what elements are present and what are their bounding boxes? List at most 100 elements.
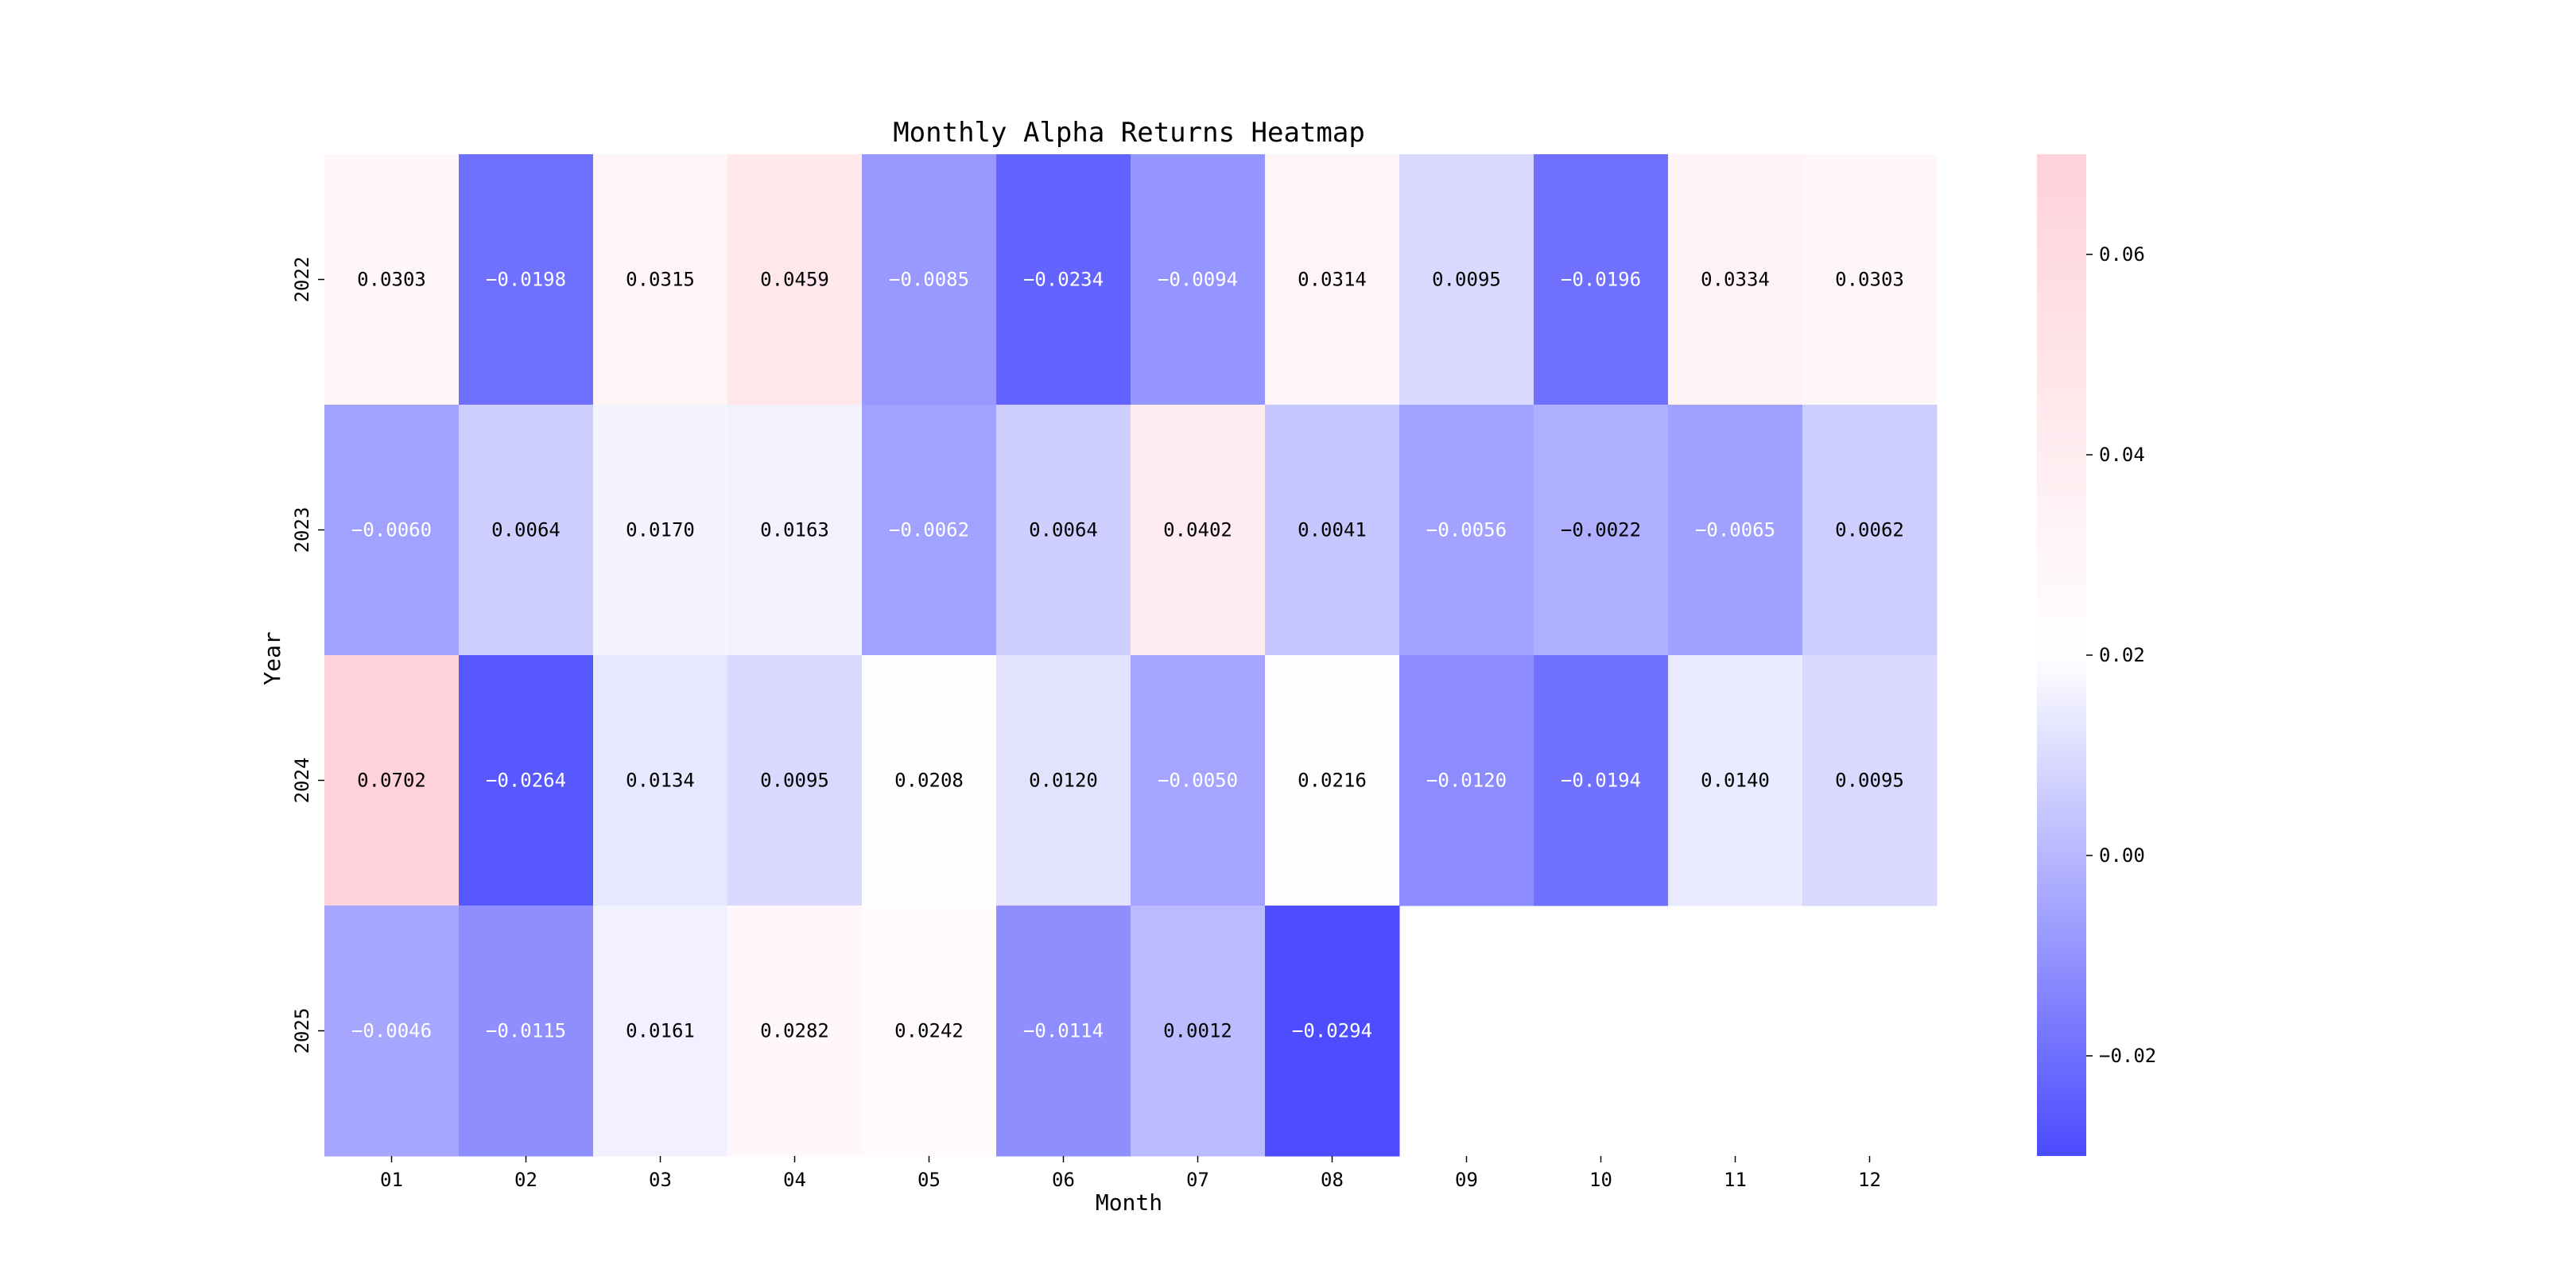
heatmap-cell-2025-06	[996, 906, 1131, 1157]
cell-value-label: −0.0022	[1561, 519, 1641, 541]
heatmap-cell-2023-01	[324, 405, 460, 656]
heatmap-cell-2024-09	[1399, 655, 1534, 906]
heatmap-cell-2023-10	[1534, 405, 1669, 656]
heatmap-cell-2022-03	[593, 154, 728, 405]
heatmap-cell-2022-05	[862, 154, 997, 405]
colorbar-tick-label: 0.04	[2099, 444, 2145, 466]
y-tick-label: 2024	[291, 758, 313, 804]
heatmap-cell-2024-07	[1131, 655, 1266, 906]
cell-value-label: 0.0170	[626, 519, 695, 541]
cell-value-label: −0.0065	[1695, 519, 1775, 541]
heatmap-cell-2022-04	[727, 154, 863, 405]
colorbar-ticks: −0.02 0.00 0.02 0.04 0.06	[2086, 243, 2156, 1067]
heatmap-cell-2022-07	[1131, 154, 1266, 405]
x-tick-label: 05	[918, 1169, 941, 1191]
heatmap-cell-2024-04	[727, 655, 863, 906]
x-tick-label: 06	[1052, 1169, 1075, 1191]
heatmap-cell-2023-02	[459, 405, 594, 656]
x-tick-label: 08	[1321, 1169, 1344, 1191]
heatmap-cell-2024-06	[996, 655, 1131, 906]
heatmap-cell-2023-06	[996, 405, 1131, 656]
cell-value-label: 0.0402	[1163, 519, 1232, 541]
cell-value-label: 0.0120	[1029, 770, 1098, 792]
heatmap-cell-2022-12	[1802, 154, 1938, 405]
cell-value-label: 0.0064	[491, 519, 561, 541]
x-tick-label: 12	[1858, 1169, 1881, 1191]
colorbar-tick-label: 0.02	[2099, 644, 2145, 666]
heatmap-cell-2024-02	[459, 655, 594, 906]
heatmap-cell-2024-01	[324, 655, 460, 906]
heatmap-cell-2025-04	[727, 906, 863, 1157]
cell-value-label: 0.0459	[760, 269, 829, 291]
x-tick-label: 01	[380, 1169, 403, 1191]
cell-value-label: −0.0085	[889, 269, 969, 291]
cell-value-label: −0.0062	[889, 519, 969, 541]
heatmap-cell-2022-01	[324, 154, 460, 405]
cell-value-label: −0.0115	[486, 1020, 566, 1042]
x-tick-label: 11	[1724, 1169, 1747, 1191]
heatmap-cell-2025-02	[459, 906, 594, 1157]
heatmap-cell-2022-10	[1534, 154, 1669, 405]
heatmap-cell-2023-03	[593, 405, 728, 656]
x-tick-label: 02	[514, 1169, 537, 1191]
heatmap-cell-2025-01	[324, 906, 460, 1157]
cell-value-label: 0.0062	[1835, 519, 1904, 541]
heatmap-cell-2025-05	[862, 906, 997, 1157]
cell-value-label: −0.0196	[1561, 269, 1641, 291]
heatmap-cell-2023-12	[1802, 405, 1938, 656]
y-tick-label: 2022	[291, 257, 313, 303]
heatmap-cell-2025-03	[593, 906, 728, 1157]
cell-value-label: −0.0294	[1292, 1020, 1372, 1042]
cell-value-label: −0.0050	[1158, 770, 1238, 792]
cell-value-label: −0.0234	[1023, 269, 1104, 291]
cell-value-label: 0.0315	[626, 269, 695, 291]
heatmap-cell-2024-11	[1668, 655, 1803, 906]
heatmap-cell-2022-09	[1399, 154, 1534, 405]
heatmap-cell-2023-09	[1399, 405, 1534, 656]
colorbar-tick-label: 0.06	[2099, 243, 2145, 266]
heatmap-cell-2022-11	[1668, 154, 1803, 405]
heatmap-cell-2023-08	[1265, 405, 1400, 656]
cell-value-label: −0.0094	[1158, 269, 1238, 291]
cell-value-label: 0.0216	[1298, 770, 1367, 792]
cell-value-label: 0.0208	[894, 770, 964, 792]
x-tick-label: 10	[1589, 1169, 1612, 1191]
chart-title: Monthly Alpha Returns Heatmap	[893, 117, 1365, 149]
cell-value-label: −0.0046	[351, 1020, 432, 1042]
heatmap-cell-2024-03	[593, 655, 728, 906]
cell-value-label: −0.0194	[1561, 770, 1641, 792]
heatmap-cell-2025-08	[1265, 906, 1400, 1157]
x-tick-label: 07	[1186, 1169, 1209, 1191]
cell-value-label: 0.0041	[1298, 519, 1367, 541]
cell-value-label: 0.0314	[1298, 269, 1367, 291]
cell-value-label: −0.0114	[1023, 1020, 1104, 1042]
cell-value-label: −0.0264	[486, 770, 566, 792]
cell-value-label: 0.0095	[1432, 269, 1501, 291]
cell-value-label: 0.0064	[1029, 519, 1098, 541]
cell-value-label: −0.0198	[486, 269, 566, 291]
x-axis-label: Month	[1096, 1189, 1162, 1216]
cell-value-label: 0.0140	[1701, 770, 1770, 792]
cell-value-label: 0.0702	[357, 770, 426, 792]
cell-value-label: 0.0334	[1701, 269, 1770, 291]
y-axis-label: Year	[259, 631, 285, 685]
heatmap-cell-2023-04	[727, 405, 863, 656]
colorbar-tick-label: −0.02	[2099, 1045, 2156, 1067]
cell-value-label: −0.0120	[1426, 770, 1507, 792]
heatmap-cell-2024-12	[1802, 655, 1938, 906]
x-tick-label: 04	[783, 1169, 806, 1191]
x-tick-label: 03	[649, 1169, 672, 1191]
cell-value-label: 0.0095	[1835, 770, 1904, 792]
heatmap-cell-2023-07	[1131, 405, 1266, 656]
cell-value-label: −0.0056	[1426, 519, 1507, 541]
cell-value-label: 0.0303	[1835, 269, 1904, 291]
heatmap-cell-2023-05	[862, 405, 997, 656]
cell-value-label: 0.0303	[357, 269, 426, 291]
heatmap-cells: 0.0303 −0.0198 0.0315 0.0459 −0.0085 −0.0234 −…	[324, 154, 1938, 1157]
cell-value-label: 0.0161	[626, 1020, 695, 1042]
cell-value-label: 0.0134	[626, 770, 695, 792]
heatmap-cell-2023-11	[1668, 405, 1803, 656]
cell-value-label: −0.0060	[351, 519, 432, 541]
cell-value-label: 0.0095	[760, 770, 829, 792]
